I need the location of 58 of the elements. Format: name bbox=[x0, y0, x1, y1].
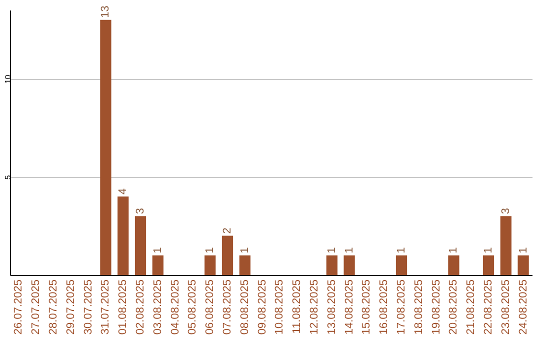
x-tick-label: 09.08.2025 bbox=[256, 280, 268, 335]
data-label: 1 bbox=[238, 247, 251, 254]
bar bbox=[344, 255, 355, 275]
x-tick-label: 26.07.2025 bbox=[12, 280, 25, 335]
bar bbox=[118, 196, 129, 275]
x-tick-label: 23.08.2025 bbox=[500, 280, 512, 335]
x-tick-label: 20.08.2025 bbox=[448, 280, 460, 335]
x-tick-label: 08.08.2025 bbox=[238, 280, 251, 335]
x-tick-label: 10.08.2025 bbox=[274, 280, 286, 335]
x-tick-label: 30.07.2025 bbox=[82, 280, 94, 335]
x-tick-label: 13.08.2025 bbox=[326, 280, 338, 335]
x-tick-label: 18.08.2025 bbox=[412, 280, 425, 335]
data-label: 1 bbox=[343, 247, 356, 254]
x-tick-label: 27.07.2025 bbox=[30, 280, 42, 335]
data-label: 3 bbox=[500, 208, 512, 214]
x-tick-label: 17.08.2025 bbox=[396, 280, 408, 335]
x-tick-label: 06.08.2025 bbox=[204, 280, 216, 335]
bar bbox=[152, 255, 164, 275]
data-label: 1 bbox=[204, 247, 216, 254]
bar bbox=[134, 216, 146, 275]
x-tick-label: 31.07.2025 bbox=[100, 280, 112, 335]
x-tick-label: 19.08.2025 bbox=[430, 280, 442, 335]
x-tick-label: 11.08.2025 bbox=[291, 280, 304, 334]
bar bbox=[482, 255, 494, 275]
data-label: 4 bbox=[117, 188, 130, 194]
bar bbox=[326, 255, 338, 275]
x-tick-label: 28.07.2025 bbox=[48, 280, 60, 335]
data-label: 1 bbox=[152, 247, 164, 254]
x-tick-label: 04.08.2025 bbox=[169, 280, 182, 335]
bar bbox=[396, 255, 408, 275]
x-tick-label: 22.08.2025 bbox=[482, 280, 494, 335]
data-label: 1 bbox=[517, 247, 530, 254]
x-tick-label: 24.08.2025 bbox=[517, 280, 530, 335]
bar bbox=[239, 255, 250, 275]
bar bbox=[518, 255, 529, 275]
bar bbox=[222, 236, 234, 275]
x-tick-label: 12.08.2025 bbox=[308, 280, 320, 335]
data-label: 1 bbox=[448, 247, 460, 254]
bar bbox=[448, 255, 460, 275]
x-tick-label: 02.08.2025 bbox=[134, 280, 146, 335]
data-label: 3 bbox=[134, 208, 146, 214]
x-tick-label: 05.08.2025 bbox=[186, 280, 199, 335]
x-tick-label: 15.08.2025 bbox=[360, 280, 373, 335]
data-label: 13 bbox=[100, 6, 112, 18]
x-tick-label: 07.08.2025 bbox=[222, 280, 234, 335]
x-tick-label: 01.08.2025 bbox=[117, 280, 130, 335]
data-label: 1 bbox=[326, 247, 338, 254]
bar bbox=[500, 216, 512, 275]
data-label: 2 bbox=[222, 228, 234, 234]
bar bbox=[204, 255, 216, 275]
x-tick-label: 21.08.2025 bbox=[465, 280, 478, 335]
x-tick-label: 29.07.2025 bbox=[64, 280, 77, 335]
data-label: 1 bbox=[482, 247, 494, 254]
x-tick-label: 03.08.2025 bbox=[152, 280, 164, 335]
x-tick-label: 14.08.2025 bbox=[343, 280, 356, 335]
x-tick-label: 16.08.2025 bbox=[378, 280, 390, 335]
data-label: 1 bbox=[396, 247, 408, 254]
bar bbox=[100, 20, 112, 275]
